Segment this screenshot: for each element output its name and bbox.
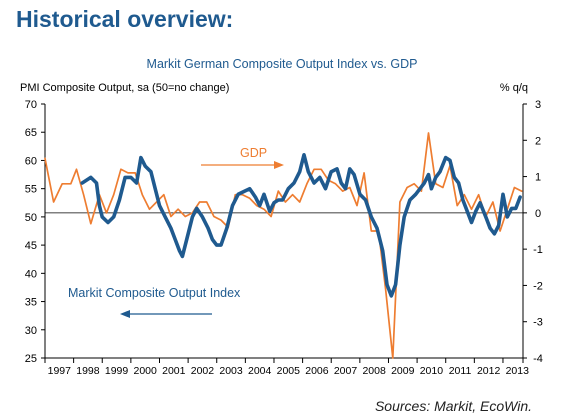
source-note: Sources: Markit, EcoWin. — [374, 398, 532, 414]
chart-annotation-layer: GDP Markit Composite Output Index — [68, 146, 284, 318]
y-left-tick-label: 45 — [25, 240, 37, 252]
chart-series-layer — [44, 132, 523, 359]
x-tick-label: 1998 — [76, 365, 100, 377]
gdp-annotation-label: GDP — [240, 146, 267, 160]
x-tick-label: 2002 — [191, 365, 215, 377]
gdp-annotation-arrow-head — [274, 161, 284, 169]
y-right-tick-label: -4 — [533, 353, 543, 365]
y-left-tick-label: 50 — [25, 212, 37, 224]
y-left-tick-label: 60 — [25, 155, 37, 167]
x-tick-label: 2006 — [305, 365, 329, 377]
x-tick-label: 2003 — [219, 365, 243, 377]
y-axis-right-label: % q/q — [500, 82, 528, 94]
y-axis-left-label: PMI Composite Output, sa (50=no change) — [20, 82, 229, 94]
x-tick-label: 2007 — [334, 365, 358, 377]
y-right-tick-label: -2 — [533, 280, 543, 292]
x-tick-label: 1999 — [105, 365, 129, 377]
y-right-tick-label: 0 — [535, 208, 541, 220]
chart-axes: 70 65 60 55 50 45 40 35 30 25 3 2 1 0 -1 -2 -3 -4 1997 1998… — [25, 99, 543, 377]
chart-title: Markit German Composite Output Index vs.… — [147, 57, 418, 71]
x-tick-label: 2012 — [477, 365, 501, 377]
y-right-tick-label: -1 — [533, 244, 543, 256]
x-tick-label: 2005 — [277, 365, 301, 377]
x-tick-label: 2011 — [449, 365, 472, 377]
x-tick-label: 2013 — [506, 365, 530, 377]
y-right-tick-label: 3 — [535, 99, 541, 111]
y-left-tick-label: 55 — [25, 184, 37, 196]
y-left-tick-label: 30 — [25, 325, 37, 337]
x-tick-label: 2010 — [420, 365, 444, 377]
x-tick-label: 2004 — [248, 365, 272, 377]
gdp-series-line — [44, 132, 523, 359]
pmi-annotation-label: Markit Composite Output Index — [68, 286, 241, 300]
y-right-tick-label: 1 — [535, 172, 541, 184]
y-left-tick-label: 65 — [25, 127, 37, 139]
pmi-composite-series-line — [80, 153, 522, 298]
x-tick-label: 2008 — [362, 365, 386, 377]
pmi-annotation-arrow-head — [120, 310, 130, 318]
y-right-tick-label: 2 — [535, 135, 541, 147]
y-left-tick-label: 40 — [25, 268, 37, 280]
x-tick-label: 2009 — [391, 365, 415, 377]
y-left-tick-label: 70 — [25, 99, 37, 111]
page-heading: Historical overview: — [16, 6, 234, 32]
x-tick-label: 2001 — [162, 365, 186, 377]
y-left-tick-label: 35 — [25, 297, 37, 309]
y-right-tick-label: -3 — [533, 317, 543, 329]
x-tick-label: 1997 — [48, 365, 72, 377]
y-left-tick-label: 25 — [25, 353, 37, 365]
x-tick-label: 2000 — [133, 365, 157, 377]
